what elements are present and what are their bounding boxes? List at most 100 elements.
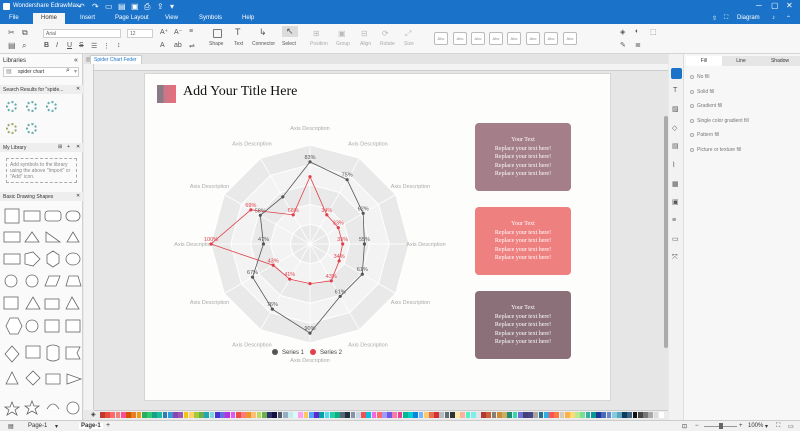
present-icon[interactable]: ▭ (788, 424, 794, 430)
numbering-icon[interactable]: ⋮ (103, 43, 110, 50)
spider-chart[interactable]: Axis Description Axis Description Axis Des… (144, 73, 611, 401)
style-preset-5[interactable]: Abc (507, 32, 521, 45)
text-card-2[interactable]: Your Text Replace your text here! Replac… (475, 207, 571, 275)
color-swatch[interactable] (345, 412, 351, 418)
color-swatch[interactable] (481, 412, 487, 418)
cart-icon[interactable]: ⛶ (724, 15, 729, 21)
page-tab-1[interactable]: Page-1 (79, 423, 103, 429)
color-swatch[interactable] (533, 412, 539, 418)
color-swatch[interactable] (627, 412, 633, 418)
bullets-icon[interactable]: ☰ (91, 43, 98, 50)
color-swatch[interactable] (512, 412, 518, 418)
color-swatch[interactable] (648, 412, 654, 418)
tabs-menu-icon[interactable]: ▤ (86, 57, 92, 63)
copy-icon[interactable]: ⧉ (22, 28, 28, 37)
library-search-input[interactable]: spider chart (18, 69, 45, 75)
color-swatch[interactable] (199, 412, 205, 418)
color-swatch[interactable] (126, 412, 131, 418)
select-tool-icon[interactable]: ↖ (282, 26, 298, 37)
spider-chart-result-5[interactable] (26, 123, 37, 134)
color-swatch[interactable] (382, 412, 387, 418)
close-shapes-icon[interactable]: ✕ (76, 193, 81, 199)
search-options-icon[interactable]: ▾ (74, 69, 78, 75)
color-swatch[interactable] (376, 412, 382, 418)
color-swatch[interactable] (355, 412, 361, 418)
fill-bucket-icon[interactable]: ◈ (91, 412, 96, 418)
tab-fill[interactable]: Fill (686, 56, 722, 66)
color-swatch[interactable] (110, 412, 116, 418)
menu-symbols[interactable]: Symbols (199, 15, 223, 21)
color-swatch[interactable] (298, 412, 304, 418)
color-swatch[interactable] (131, 412, 137, 418)
size-label[interactable]: Size (404, 41, 414, 47)
color-swatch[interactable] (261, 412, 267, 418)
new-file-icon[interactable]: ▭ (105, 2, 113, 11)
color-swatch[interactable] (392, 412, 398, 418)
color-swatch[interactable] (653, 412, 659, 418)
color-swatch[interactable] (303, 412, 309, 418)
connector-tool-label[interactable]: Connector (252, 41, 276, 47)
color-swatch[interactable] (251, 412, 257, 418)
color-swatch[interactable] (611, 412, 617, 418)
tab-spider-chart[interactable]: Spider Chart Feder (90, 55, 142, 64)
color-swatch[interactable] (585, 412, 591, 418)
text-tool-icon[interactable]: T (235, 27, 241, 37)
add-icon[interactable]: + (67, 144, 70, 150)
color-swatch[interactable] (434, 412, 440, 418)
color-swatch[interactable] (308, 412, 314, 418)
diagram-account[interactable]: Diagram (737, 15, 760, 21)
color-swatch[interactable] (147, 412, 152, 418)
color-swatch[interactable] (188, 412, 194, 418)
image-panel-icon[interactable]: ▨ (672, 106, 679, 113)
color-swatch[interactable] (335, 412, 340, 418)
color-swatch[interactable] (502, 412, 507, 418)
menu-page-layout[interactable]: Page Layout (115, 15, 149, 21)
search-icon[interactable]: ⌕ (66, 67, 70, 74)
size-icon[interactable]: ⤢ (405, 29, 412, 38)
option-picture-fill[interactable]: Picture or texture fill (690, 147, 741, 153)
table-panel-icon[interactable]: ▦ (672, 181, 679, 188)
export-icon[interactable]: ⇪ (157, 2, 164, 11)
page-layout-icon[interactable]: ▤ (8, 424, 14, 430)
fill-panel-icon[interactable] (671, 68, 682, 79)
color-swatch[interactable] (371, 412, 377, 418)
style-preset-7[interactable]: Abc (544, 32, 558, 45)
option-no-fill[interactable]: No fill (690, 74, 710, 80)
fit-page-icon[interactable]: ⊡ (682, 424, 688, 430)
color-swatch[interactable] (256, 412, 262, 418)
color-swatch[interactable] (319, 412, 325, 418)
color-swatch[interactable] (554, 412, 560, 418)
color-swatch[interactable] (246, 412, 252, 418)
color-swatch[interactable] (282, 412, 288, 418)
format-painter-icon[interactable]: ⌕ (22, 41, 27, 50)
maximize-icon[interactable]: ▢ (771, 1, 779, 10)
color-swatch[interactable] (173, 412, 178, 418)
color-swatch[interactable] (429, 412, 434, 418)
collapse-panel-icon[interactable]: « (74, 57, 78, 64)
layers-panel-icon[interactable]: ◇ (672, 125, 678, 132)
vertical-scrollbar[interactable] (664, 116, 668, 348)
page-select[interactable]: Page-1 (28, 423, 48, 429)
color-swatch[interactable] (220, 412, 225, 418)
text-tool-label[interactable]: Text (234, 41, 244, 47)
color-swatch[interactable] (162, 412, 168, 418)
text-card-3[interactable]: Your Text Replace your text here! Replac… (475, 291, 571, 359)
connector-tool-icon[interactable]: ↳ (259, 27, 267, 37)
collapse-ribbon-icon[interactable]: ⌃ (786, 16, 792, 22)
close-icon[interactable]: ✕ (786, 1, 793, 10)
text-align-icon[interactable]: ≡ (189, 28, 194, 35)
color-swatch[interactable] (100, 412, 105, 418)
color-swatch[interactable] (209, 412, 215, 418)
text-panel-icon[interactable]: T (673, 87, 678, 94)
position-label[interactable]: Position (310, 41, 328, 47)
color-swatch[interactable] (324, 412, 330, 418)
color-swatch[interactable] (559, 412, 565, 418)
color-swatch[interactable] (115, 412, 121, 418)
color-swatch[interactable] (601, 412, 607, 418)
color-swatch[interactable] (120, 412, 126, 418)
zoom-level[interactable]: 100% (748, 423, 764, 429)
print-icon[interactable]: ⎙ (144, 2, 151, 11)
color-swatch[interactable] (543, 412, 549, 418)
group-label[interactable]: Group (336, 41, 350, 47)
minimize-icon[interactable]: ─ (756, 1, 762, 10)
